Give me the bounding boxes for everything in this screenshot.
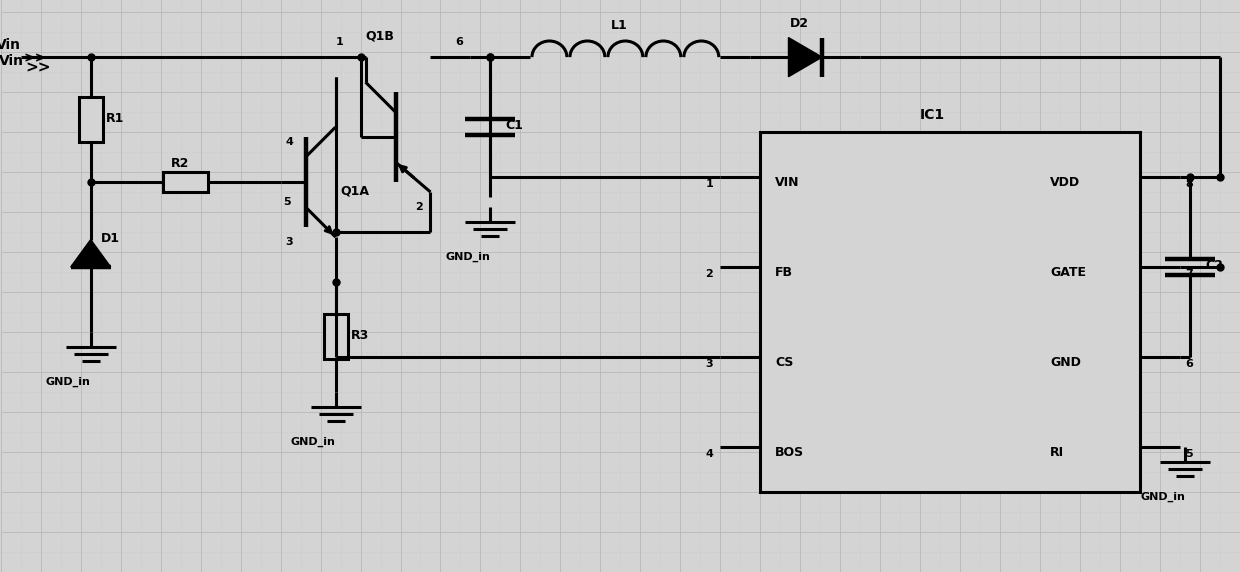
Text: GND_in: GND_in <box>445 252 490 262</box>
Text: RI: RI <box>1050 446 1064 459</box>
Text: C1: C1 <box>506 119 523 132</box>
Text: 3: 3 <box>706 359 713 369</box>
Text: 1: 1 <box>706 179 713 189</box>
Text: C2: C2 <box>1205 259 1223 272</box>
Text: CS: CS <box>775 356 794 369</box>
Text: BOS: BOS <box>775 446 805 459</box>
Text: 8: 8 <box>1185 179 1193 189</box>
Text: Q1B: Q1B <box>366 29 394 42</box>
Bar <box>324 315 347 359</box>
Text: IC1: IC1 <box>920 108 945 122</box>
Text: Q1A: Q1A <box>341 184 370 197</box>
Text: 7: 7 <box>1185 269 1193 279</box>
Polygon shape <box>789 38 822 77</box>
Text: GND_in: GND_in <box>290 436 336 447</box>
Text: >>: >> <box>24 51 47 65</box>
Text: FB: FB <box>775 266 794 279</box>
Text: Vin: Vin <box>0 38 21 52</box>
Bar <box>78 97 103 142</box>
Text: D2: D2 <box>790 17 810 30</box>
Text: 2: 2 <box>706 269 713 279</box>
Text: R2: R2 <box>171 157 188 170</box>
Text: GATE: GATE <box>1050 266 1086 279</box>
Polygon shape <box>71 240 110 267</box>
Text: 6: 6 <box>455 37 464 47</box>
Text: >>: >> <box>26 60 51 75</box>
Text: GND_in: GND_in <box>46 377 91 387</box>
Text: VDD: VDD <box>1050 176 1080 189</box>
Text: R1: R1 <box>105 112 124 125</box>
Text: 2: 2 <box>415 202 423 212</box>
Text: 5: 5 <box>1185 449 1193 459</box>
Text: 1: 1 <box>336 37 343 47</box>
Text: VIN: VIN <box>775 176 800 189</box>
Text: 5: 5 <box>284 197 291 207</box>
Text: GND_in: GND_in <box>1140 491 1185 502</box>
Text: 4: 4 <box>285 137 294 147</box>
Text: 3: 3 <box>285 237 293 247</box>
Bar <box>760 132 1140 492</box>
Text: L1: L1 <box>610 19 627 32</box>
Text: Vin: Vin <box>0 54 24 68</box>
Bar <box>164 172 208 192</box>
Text: 6: 6 <box>1185 359 1193 369</box>
Text: GND: GND <box>1050 356 1081 369</box>
Text: 4: 4 <box>706 449 713 459</box>
Text: R3: R3 <box>351 329 368 342</box>
Text: D1: D1 <box>100 232 120 244</box>
